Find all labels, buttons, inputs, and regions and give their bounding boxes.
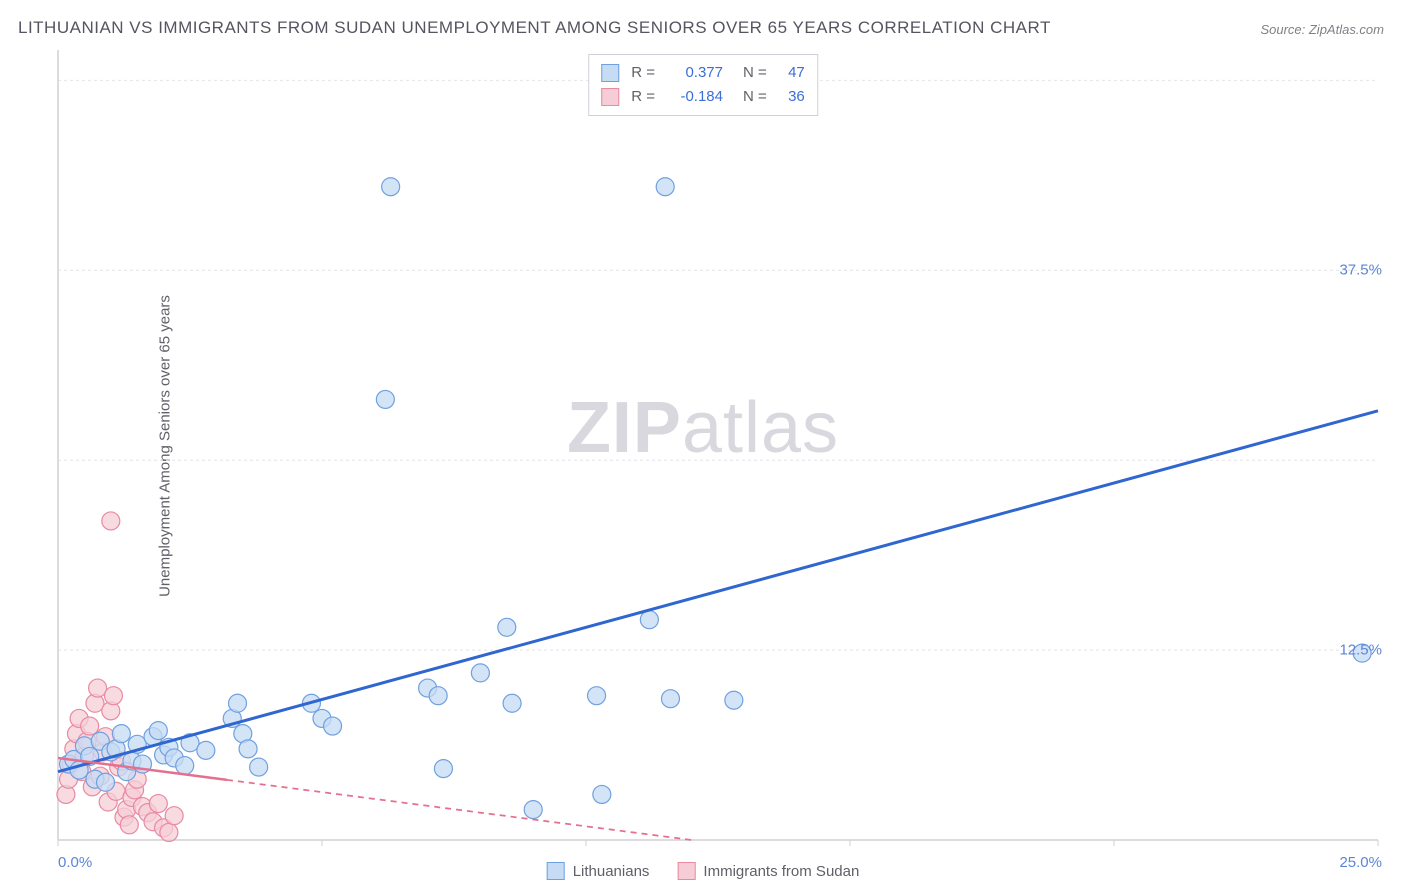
swatch-series-1	[601, 88, 619, 106]
correlation-legend: R = 0.377 N = 47 R = -0.184 N = 36	[588, 54, 818, 116]
legend-label-1: Immigrants from Sudan	[703, 863, 859, 880]
r-value-0: 0.377	[663, 61, 723, 85]
ytick-label: 37.5%	[1339, 262, 1382, 279]
legend-item-0: Lithuanians	[547, 862, 650, 880]
r-label: R =	[631, 85, 655, 109]
xtick-label: 0.0%	[58, 854, 92, 871]
ytick-label: 12.5%	[1339, 642, 1382, 659]
series-legend: Lithuanians Immigrants from Sudan	[547, 862, 860, 880]
n-label: N =	[743, 85, 767, 109]
r-value-1: -0.184	[663, 85, 723, 109]
xtick-label: 25.0%	[1339, 854, 1382, 871]
n-label: N =	[743, 61, 767, 85]
n-value-1: 36	[775, 85, 805, 109]
swatch-series-0	[601, 64, 619, 82]
legend-item-1: Immigrants from Sudan	[677, 862, 859, 880]
n-value-0: 47	[775, 61, 805, 85]
legend-row-series-1: R = -0.184 N = 36	[601, 85, 805, 109]
swatch-bottom-1	[677, 862, 695, 880]
r-label: R =	[631, 61, 655, 85]
legend-row-series-0: R = 0.377 N = 47	[601, 61, 805, 85]
swatch-bottom-0	[547, 862, 565, 880]
scatter-plot	[0, 0, 1406, 892]
legend-label-0: Lithuanians	[573, 863, 650, 880]
